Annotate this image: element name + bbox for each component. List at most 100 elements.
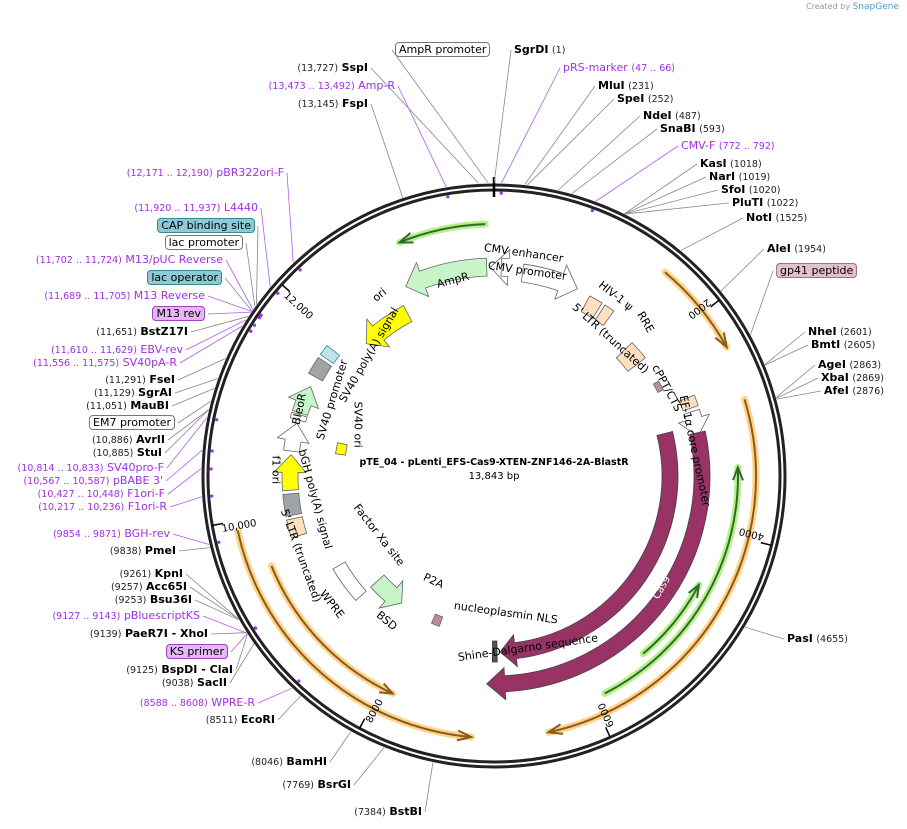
site-label-bspdi-clai[interactable]: (9125) BspDI - ClaI: [126, 663, 233, 677]
snapgene-logo: SnapGene: [852, 2, 899, 12]
feature-ef1a-promoter: [677, 408, 711, 437]
leader-line: [179, 325, 243, 364]
site-label-bmti[interactable]: BmtI (2605): [811, 338, 875, 352]
site-label-pasi[interactable]: PasI (4655): [787, 632, 848, 646]
leader-line: [277, 695, 301, 721]
feature-ori: [365, 305, 413, 348]
site-label-pbabe-3-[interactable]: (10,567 .. 10,587) pBABE 3': [23, 474, 163, 488]
site-label-snabi[interactable]: SnaBI (593): [660, 122, 725, 136]
site-position: (11,051): [86, 401, 127, 412]
site-position: (12,171 .. 12,190): [126, 168, 213, 179]
site-label-gp41-peptide[interactable]: gp41 peptide: [776, 263, 858, 278]
site-label-m13-reverse[interactable]: (11,689 .. 11,705) M13 Reverse: [44, 289, 205, 303]
site-label-m13-puc-reverse[interactable]: (11,702 .. 11,724) M13/pUC Reverse: [36, 253, 223, 267]
site-label-kpni[interactable]: (9261) KpnI: [120, 567, 183, 581]
site-label-sgrai[interactable]: (11,129) SgrAI: [94, 386, 172, 400]
site-label-maubi[interactable]: (11,051) MauBI: [86, 399, 169, 413]
site-label-ks-primer[interactable]: KS primer: [165, 644, 228, 659]
site-label-spei[interactable]: SpeI (252): [617, 92, 673, 106]
site-label-ndei[interactable]: NdeI (487): [643, 109, 701, 123]
site-label-pbr322ori-f[interactable]: (12,171 .. 12,190) pBR322ori-F: [127, 166, 284, 180]
site-label-em7-promoter[interactable]: EM7 promoter: [89, 415, 175, 430]
site-label-lac-promoter[interactable]: lac promoter: [164, 235, 243, 250]
site-label-bstbi[interactable]: (7384) BstBI: [354, 805, 422, 819]
site-label-xbai[interactable]: XbaI (2869): [821, 371, 884, 385]
site-label-ampr-promoter[interactable]: AmpR promoter: [395, 42, 491, 57]
site-name: L4440: [223, 201, 258, 214]
site-label-l4440[interactable]: (11,920 .. 11,937) L4440: [134, 201, 258, 215]
site-label-fsei[interactable]: (11,291) FseI: [105, 373, 175, 387]
site-name: BsrGI: [317, 778, 351, 791]
site-label-sfoi[interactable]: SfoI (1020): [721, 183, 780, 197]
site-label-cap-binding-site[interactable]: CAP binding site: [157, 218, 255, 233]
site-label-f1ori-f[interactable]: (10,427 .. 10,448) F1ori-F: [38, 487, 165, 501]
site-label-sacii[interactable]: (9038) SacII: [162, 676, 227, 690]
site-position: (8046): [251, 757, 283, 768]
site-position: (10,217 .. 10,236): [38, 502, 125, 513]
site-name: F1ori-R: [127, 500, 167, 513]
site-label-ebv-rev[interactable]: (11,610 .. 11,629) EBV-rev: [51, 343, 183, 357]
site-name: XbaI: [821, 371, 849, 384]
orf-arc-green-arrowhead: [396, 232, 414, 244]
site-label-kasi[interactable]: KasI (1018): [700, 157, 762, 171]
site-label-noti[interactable]: NotI (1525): [746, 211, 807, 225]
leader-line: [329, 731, 352, 763]
site-label-sspi[interactable]: (13,727) SspI: [297, 61, 368, 75]
site-label-bamhi[interactable]: (8046) BamHI: [251, 755, 327, 769]
site-label-lac-operator[interactable]: lac operator: [147, 270, 222, 285]
site-name: SacII: [196, 676, 227, 689]
site-label-bstz17i[interactable]: (11,651) BstZ17I: [96, 325, 188, 339]
leader-line: [744, 626, 785, 640]
feature-cmv: [520, 263, 578, 300]
site-position: (10,427 .. 10,448): [37, 489, 124, 500]
leader-line: [776, 364, 816, 398]
site-label-agei[interactable]: AgeI (2863): [818, 358, 881, 372]
site-label-alei[interactable]: AleI (1954): [767, 242, 826, 256]
feature-label[interactable]: SV40 ori: [351, 401, 365, 448]
site-label-acc65i[interactable]: (9257) Acc65I: [111, 580, 187, 594]
site-label-pbluescriptks[interactable]: (9127 .. 9143) pBluescriptKS: [52, 609, 200, 623]
site-position: (11,702 .. 11,724): [35, 255, 122, 266]
site-label-mlui[interactable]: MluI (231): [598, 79, 654, 93]
primer-site-mark: [276, 291, 280, 295]
leader-line: [625, 202, 730, 215]
site-name: SspI: [341, 61, 368, 74]
site-label-ecori[interactable]: (8511) EcoRI: [206, 713, 275, 727]
site-position: (13,727): [297, 63, 339, 74]
site-label-paer7i-xhoi[interactable]: (9139) PaeR7I - XhoI: [90, 627, 208, 641]
site-name: EM7 promoter: [89, 415, 175, 430]
site-label-fspi[interactable]: (13,145) FspI: [298, 97, 368, 111]
site-label-prs-marker[interactable]: pRS-marker (47 .. 66): [563, 61, 675, 75]
primer-site-mark: [215, 418, 219, 422]
leader-line: [190, 316, 249, 333]
site-position: (11,651): [96, 327, 137, 338]
site-label-afei[interactable]: AfeI (2876): [824, 384, 884, 398]
site-label-f1ori-r[interactable]: (10,217 .. 10,236) F1ori-R: [38, 500, 167, 514]
site-label-sv40pa-r[interactable]: (11,556 .. 11,575) SV40pA-R: [33, 356, 177, 370]
site-label-pluti[interactable]: PluTI (1022): [732, 196, 798, 210]
site-label-nhei[interactable]: NheI (2601): [808, 325, 872, 339]
site-name: lac promoter: [164, 235, 243, 250]
site-label-wpre-r[interactable]: (8588 .. 8608) WPRE-R: [140, 696, 255, 710]
site-label-bsu36i[interactable]: (9253) Bsu36I: [115, 593, 192, 607]
feature-label[interactable]: f1 ori: [269, 455, 283, 485]
site-label-sv40pro-f[interactable]: (10,814 .. 10,833) SV40pro-F: [18, 461, 164, 475]
site-position: (9127 .. 9143): [52, 611, 121, 622]
site-label-bgh-rev[interactable]: (9854 .. 9871) BGH-rev: [53, 527, 170, 541]
orf-arc-arrowhead: [378, 682, 395, 695]
leader-line: [172, 533, 210, 545]
site-label-pmei[interactable]: (9838) PmeI: [110, 544, 176, 558]
site-label-m13-rev[interactable]: M13 rev: [152, 306, 205, 321]
leader-line: [524, 85, 596, 185]
site-label-nari[interactable]: NarI (1019): [709, 170, 770, 184]
leader-line: [765, 344, 809, 366]
leader-line: [171, 388, 215, 407]
feature-p2a: [430, 613, 444, 627]
site-label-sgrdi[interactable]: SgrDI (1): [514, 43, 565, 57]
site-label-amp-r[interactable]: (13,473 .. 13,492) Amp-R: [269, 79, 395, 93]
site-label-cmv-f[interactable]: CMV-F (772 .. 792): [681, 139, 775, 153]
site-label-stui[interactable]: (10,885) StuI: [93, 446, 162, 460]
site-label-bsrgi[interactable]: (7769) BsrGI: [282, 778, 351, 792]
site-label-avrii[interactable]: (10,886) AvrII: [92, 433, 165, 447]
